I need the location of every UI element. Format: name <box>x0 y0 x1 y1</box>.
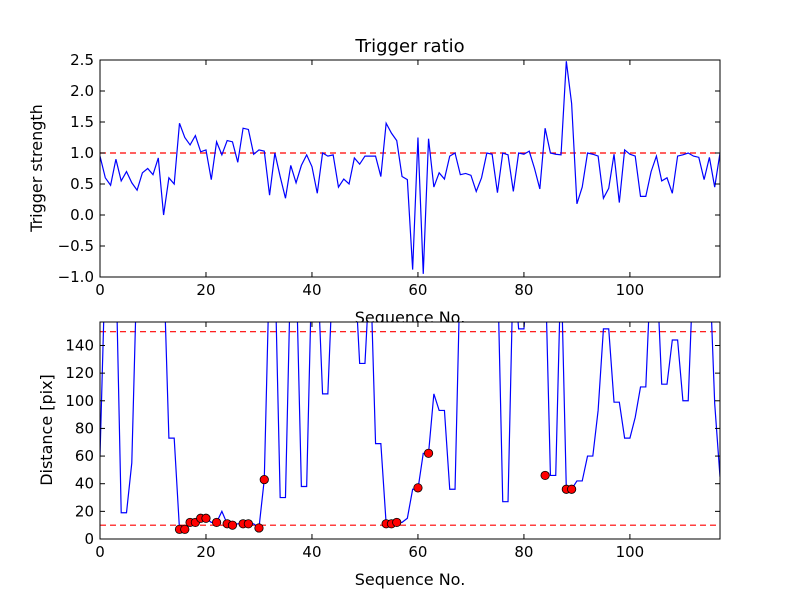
trigger-ratio-plot-area <box>100 60 720 277</box>
trigger-ratio-x-tick-label: 40 <box>302 281 321 299</box>
trigger-ratio-y-label: Trigger strength <box>27 104 46 233</box>
trigger-ratio-y-tick-label: 2.5 <box>70 51 94 69</box>
trigger-ratio-series-layer <box>100 61 720 274</box>
distance-y-tick-label: 20 <box>75 502 94 520</box>
distance-chart: 0 20 40 60 80 100 0 20 40 60 80 100 120 140 Sequence … <box>37 321 721 589</box>
trigger-ratio-chart: 0 20 40 60 80 100 −1.0 −0.5 0.0 0.5 1.0 1.5 2.0 2.5 T… <box>27 36 721 327</box>
distance-y-tick-label: 60 <box>75 447 94 465</box>
distance-x-label: Sequence No. <box>355 570 466 589</box>
trigger-ratio-x-tick-label: 0 <box>95 281 105 299</box>
distance-hlines <box>100 331 720 526</box>
trigger-ratio-y-tick-label: 0.5 <box>70 175 94 193</box>
distance-data-point <box>259 474 269 485</box>
trigger-ratio-y-tick-label: −0.5 <box>58 237 94 255</box>
trigger-ratio-frame <box>99 59 721 278</box>
distance-data-point <box>254 523 264 533</box>
distance-x-tick-label: 20 <box>196 543 215 561</box>
distance-data-point <box>540 470 550 481</box>
distance-data-point <box>211 517 222 528</box>
distance-x-tick-label: 80 <box>514 543 533 561</box>
distance-y-tick-label: 40 <box>75 475 94 493</box>
trigger-ratio-ticks: 0 20 40 60 80 100 −1.0 −0.5 0.0 0.5 1.0 1.5 2.0 2.5 <box>58 51 720 299</box>
trigger-ratio-series-line <box>100 61 720 274</box>
trigger-ratio-x-tick-label: 20 <box>196 281 215 299</box>
trigger-ratio-y-tick-label: 2.0 <box>70 82 94 100</box>
distance-data-point <box>392 517 402 528</box>
distance-y-label: Distance [pix] <box>37 374 56 486</box>
trigger-ratio-x-tick-label: 100 <box>616 281 645 299</box>
distance-y-tick-label: 100 <box>65 392 94 410</box>
distance-x-tick-label: 40 <box>302 543 321 561</box>
distance-data-point <box>567 484 577 494</box>
distance-data-point <box>423 448 434 458</box>
trigger-ratio-y-tick-label: 1.0 <box>70 144 94 162</box>
distance-x-tick-label: 100 <box>616 543 645 561</box>
distance-y-tick-label: 0 <box>84 530 94 548</box>
distance-ticks: 0 20 40 60 80 100 0 20 40 60 80 100 120 140 <box>65 322 720 561</box>
trigger-ratio-y-tick-label: 0.0 <box>70 206 94 224</box>
distance-frame <box>99 321 721 540</box>
distance-x-tick-label: 0 <box>95 543 105 561</box>
distance-y-tick-label: 140 <box>65 336 94 354</box>
trigger-ratio-y-tick-label: −1.0 <box>58 268 94 286</box>
distance-data-point <box>180 524 190 534</box>
trigger-ratio-y-tick-label: 1.5 <box>70 113 94 131</box>
trigger-ratio-x-tick-label: 80 <box>514 281 533 299</box>
distance-y-tick-label: 120 <box>65 364 94 382</box>
distance-markers <box>174 448 577 534</box>
trigger-ratio-x-tick-label: 60 <box>408 281 427 299</box>
distance-data-point <box>243 519 253 529</box>
distance-y-tick-label: 80 <box>75 419 94 437</box>
distance-data-point <box>227 520 238 530</box>
distance-data-point <box>413 483 423 493</box>
distance-data-point <box>201 513 211 523</box>
trigger-ratio-title: Trigger ratio <box>354 36 464 57</box>
distance-x-tick-label: 60 <box>408 543 427 561</box>
